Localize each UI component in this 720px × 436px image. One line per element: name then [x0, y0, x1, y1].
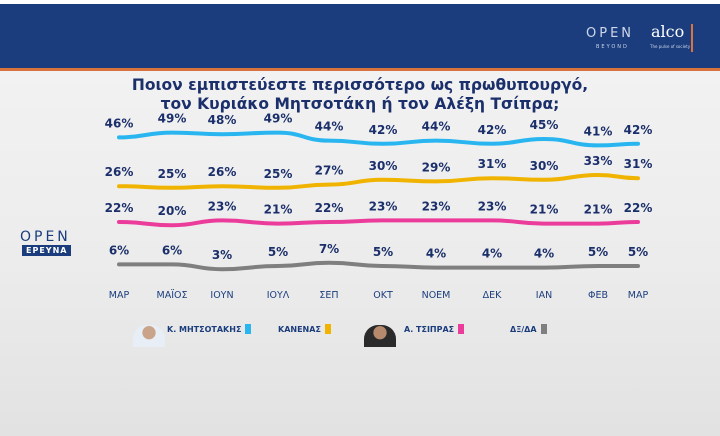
- data-label: 25%: [158, 167, 187, 181]
- data-label: 31%: [624, 157, 653, 171]
- data-label: 21%: [584, 203, 613, 217]
- data-label: 41%: [584, 124, 613, 138]
- x-tick-label: ΜΑΡ: [628, 290, 649, 301]
- data-label: 22%: [624, 201, 653, 215]
- open-logo: OPEN: [586, 26, 635, 41]
- legend-item-mitsotakis: Κ. ΜΗΤΣΟΤΑΚΗΣ: [167, 316, 252, 342]
- x-tick-label: ΙΟΥΛ: [267, 290, 290, 301]
- data-label: 44%: [315, 120, 344, 134]
- data-label: 33%: [584, 154, 613, 168]
- x-tick-label: ΝΟΕΜ: [422, 290, 451, 301]
- x-tick-label: ΙΟΥΝ: [210, 290, 233, 301]
- data-label: 22%: [315, 201, 344, 215]
- header-bar: OPEN BEYOND alco The pulse of society: [0, 4, 720, 71]
- series-line-0: [117, 130, 640, 148]
- data-label: 21%: [530, 203, 559, 217]
- data-label: 23%: [369, 199, 398, 213]
- data-label: 44%: [422, 120, 451, 134]
- legend-item-dxda: ΔΞ/ΔΑ: [510, 316, 547, 342]
- data-label: 22%: [105, 201, 134, 215]
- x-tick-label: ΣΕΠ: [319, 290, 338, 301]
- legend-swatch: [540, 324, 547, 334]
- data-label: 30%: [530, 159, 559, 173]
- legend-swatch: [324, 324, 331, 334]
- chart-title: Ποιον εμπιστεύεστε περισσότερο ως πρωθυπ…: [0, 76, 720, 114]
- x-tick-label: ΜΑΡ: [109, 290, 130, 301]
- legend-item-tsipras: Α. ΤΣΙΠΡΑΣ: [404, 316, 465, 342]
- logo-divider: [691, 24, 693, 52]
- data-label: 49%: [264, 112, 293, 126]
- legend-label: ΔΞ/ΔΑ: [510, 324, 537, 334]
- alco-logo: alco: [651, 22, 685, 41]
- data-label: 3%: [212, 248, 232, 262]
- side-open-logo: OPEN: [20, 229, 71, 245]
- data-label: 31%: [478, 157, 507, 171]
- data-label: 30%: [369, 159, 398, 173]
- legend-swatch: [245, 324, 252, 334]
- legend-label: Α. ΤΣΙΠΡΑΣ: [404, 324, 455, 334]
- series-line-3: [117, 260, 640, 272]
- data-label: 21%: [264, 203, 293, 217]
- data-label: 5%: [628, 245, 648, 259]
- legend-label: ΚΑΝΕΝΑΣ: [278, 324, 321, 334]
- data-label: 26%: [105, 165, 134, 179]
- data-label: 42%: [369, 123, 398, 137]
- x-tick-label: ΟΚΤ: [373, 290, 393, 301]
- legend-item-kanenas: ΚΑΝΕΝΑΣ: [278, 316, 331, 342]
- data-label: 45%: [530, 118, 559, 132]
- x-tick-label: ΦΕΒ: [588, 290, 608, 301]
- data-label: 5%: [588, 245, 608, 259]
- data-label: 48%: [208, 113, 237, 127]
- legend-label: Κ. ΜΗΤΣΟΤΑΚΗΣ: [167, 324, 242, 334]
- data-label: 25%: [264, 167, 293, 181]
- data-label: 23%: [208, 199, 237, 213]
- data-label: 42%: [478, 123, 507, 137]
- title-line-2: τον Κυριάκο Μητσοτάκη ή τον Αλέξη Τσίπρα…: [160, 95, 560, 113]
- x-tick-label: ΜΑΪΟΣ: [157, 290, 188, 301]
- data-label: 49%: [158, 112, 187, 126]
- data-label: 20%: [158, 204, 187, 218]
- x-tick-label: ΙΑΝ: [536, 290, 552, 301]
- data-label: 5%: [373, 245, 393, 259]
- data-label: 46%: [105, 116, 134, 130]
- data-label: 42%: [624, 123, 653, 137]
- data-label: 29%: [422, 160, 451, 174]
- title-line-1: Ποιον εμπιστεύεστε περισσότερο ως πρωθυπ…: [131, 76, 589, 94]
- data-label: 4%: [534, 247, 554, 261]
- side-ereuna-badge: ΕΡΕΥΝΑ: [22, 245, 72, 256]
- data-label: 27%: [315, 164, 344, 178]
- series-line-1: [117, 172, 640, 190]
- x-tick-label: ΔΕΚ: [483, 290, 503, 301]
- alco-tagline: The pulse of society: [650, 44, 691, 49]
- data-label: 6%: [109, 243, 129, 257]
- data-label: 4%: [426, 247, 446, 261]
- data-label: 23%: [422, 199, 451, 213]
- data-label: 5%: [268, 245, 288, 259]
- mitsotakis-photo: [133, 325, 165, 347]
- data-label: 4%: [482, 247, 502, 261]
- series-line-2: [117, 218, 640, 228]
- open-beyond-text: BEYOND: [596, 44, 629, 50]
- tsipras-photo: [364, 325, 396, 347]
- data-label: 6%: [162, 243, 182, 257]
- top-strip: [0, 0, 720, 4]
- data-label: 26%: [208, 165, 237, 179]
- data-label: 7%: [319, 242, 339, 256]
- legend-swatch: [458, 324, 465, 334]
- data-label: 23%: [478, 199, 507, 213]
